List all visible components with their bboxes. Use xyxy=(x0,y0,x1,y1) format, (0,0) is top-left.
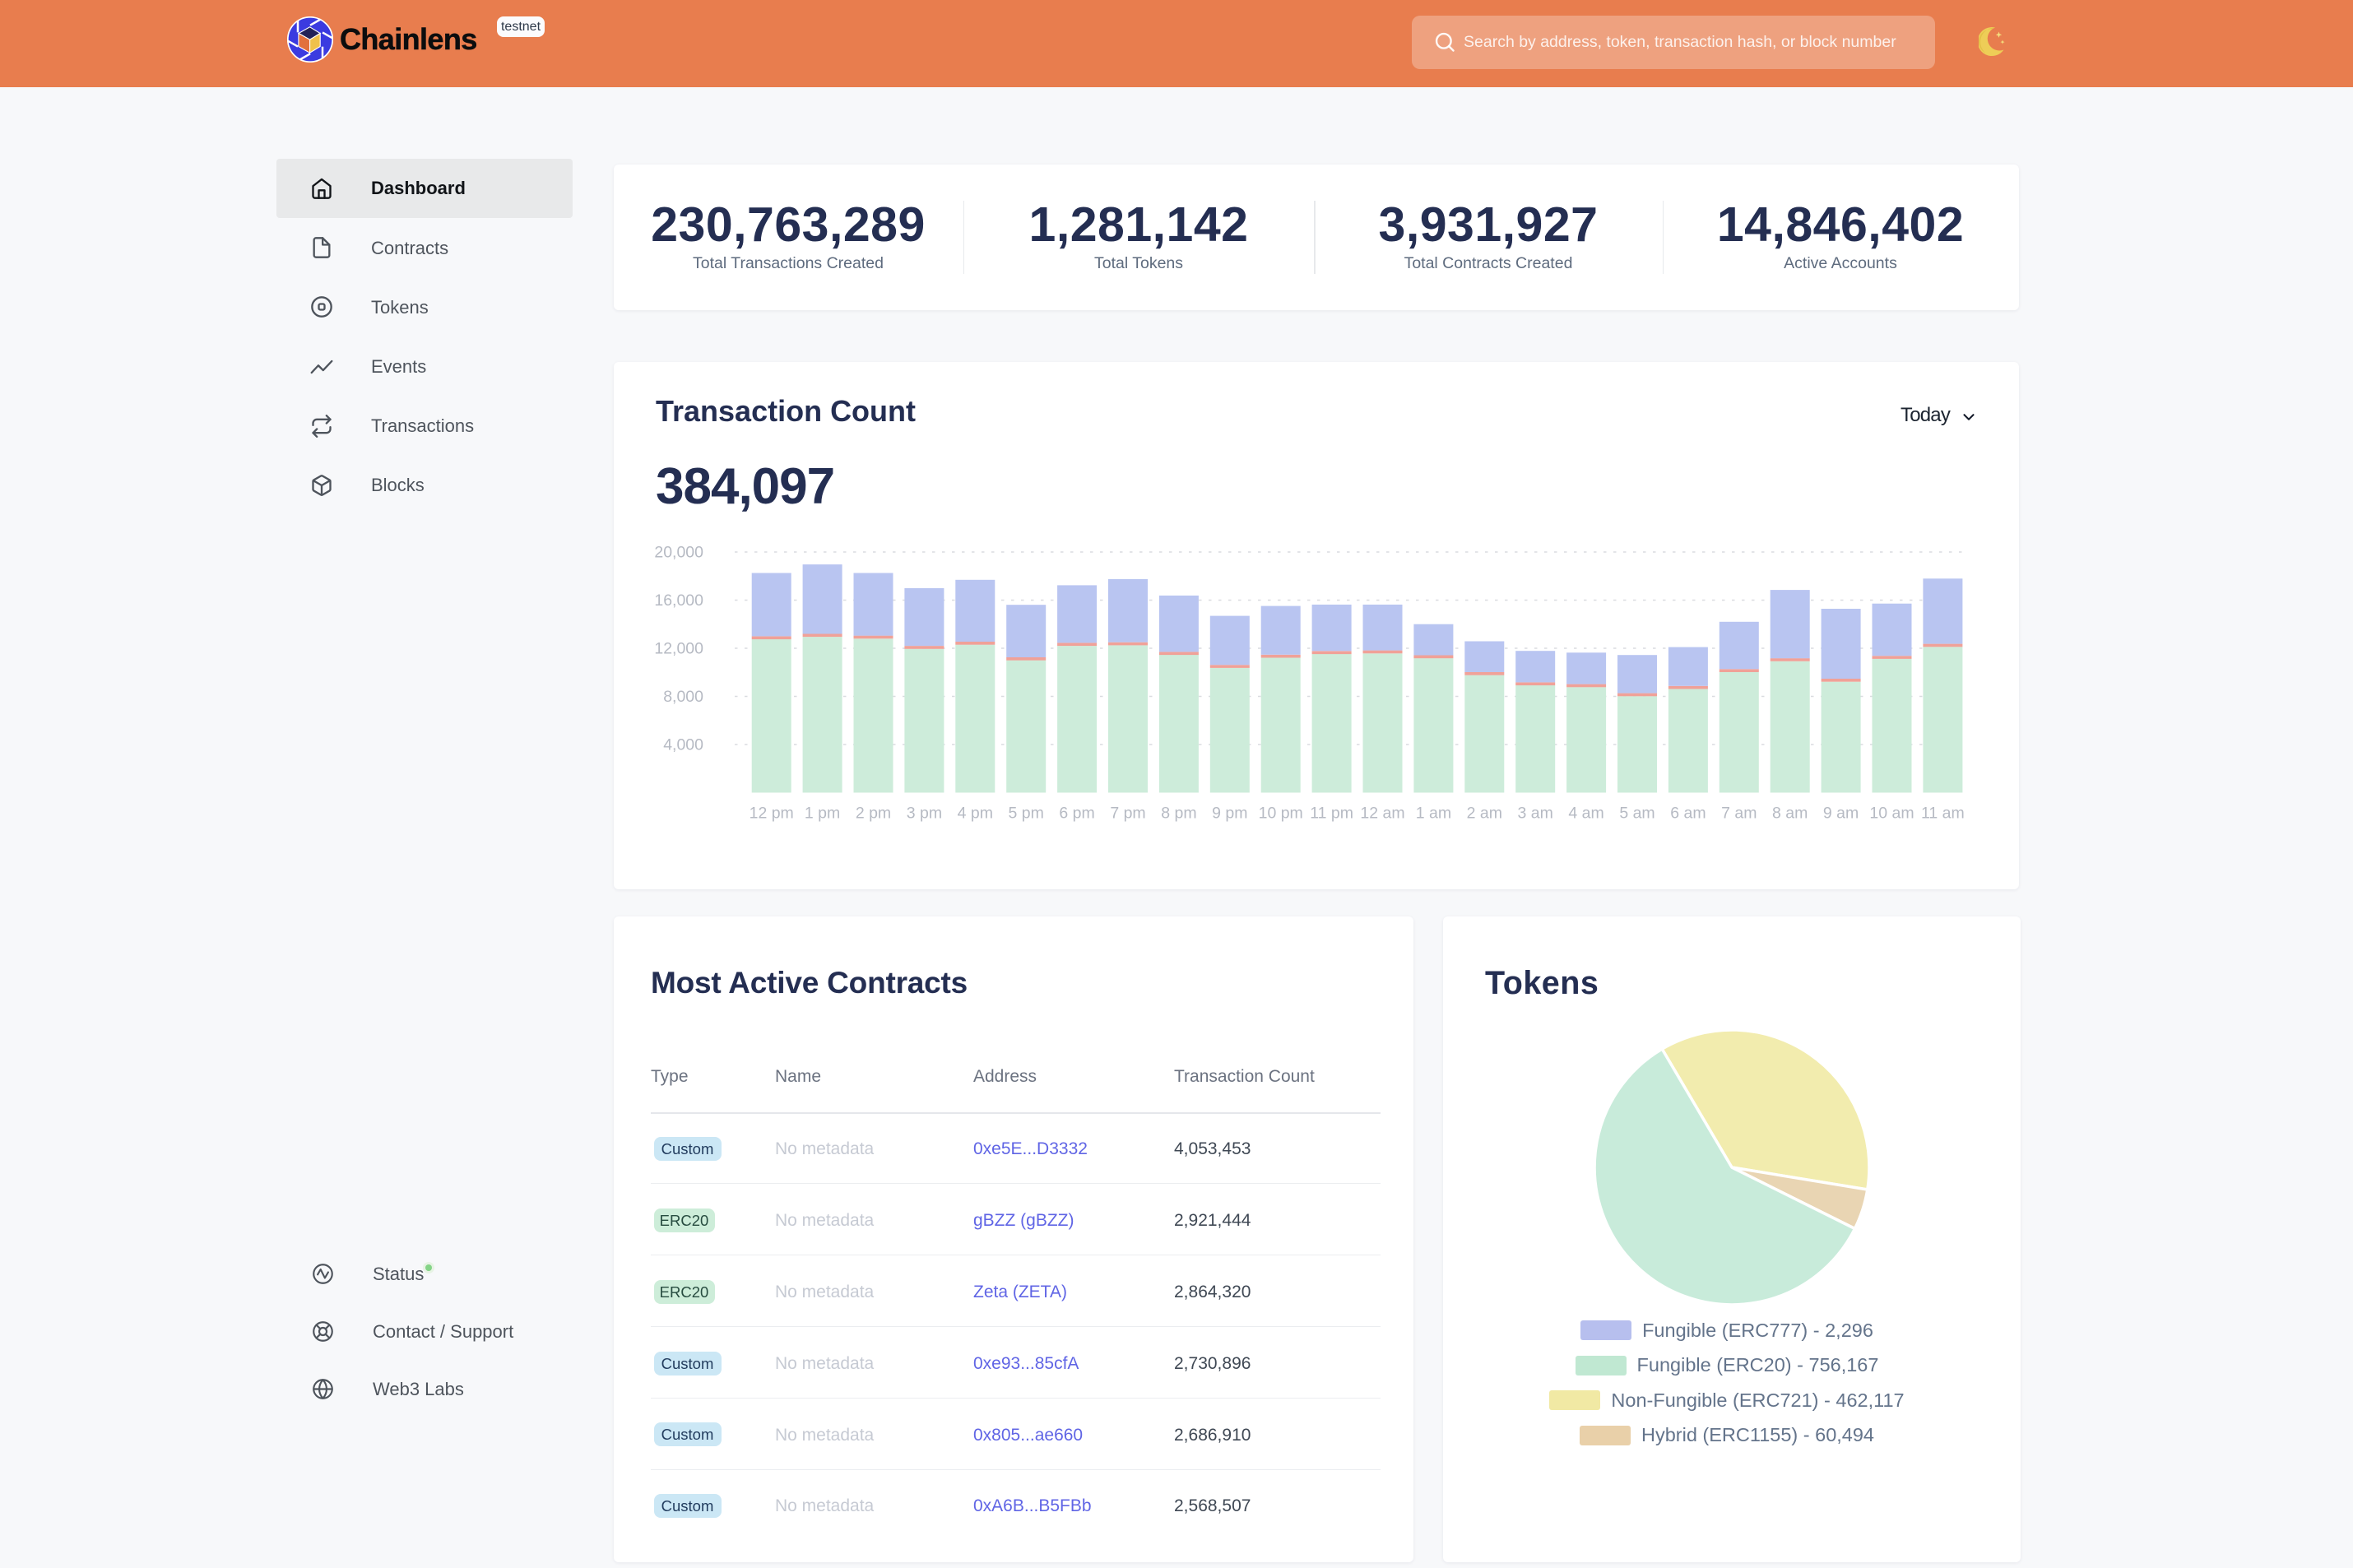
svg-text:3 am: 3 am xyxy=(1518,805,1553,823)
svg-text:8,000: 8,000 xyxy=(663,688,703,706)
svg-text:1 am: 1 am xyxy=(1416,805,1451,823)
svg-text:2 pm: 2 pm xyxy=(856,805,891,823)
svg-text:3 pm: 3 pm xyxy=(907,805,942,823)
svg-text:9 am: 9 am xyxy=(1823,805,1859,823)
svg-text:8 am: 8 am xyxy=(1772,805,1808,823)
svg-text:12 am: 12 am xyxy=(1360,805,1404,823)
svg-text:1 pm: 1 pm xyxy=(805,805,840,823)
svg-text:5 am: 5 am xyxy=(1619,805,1655,823)
svg-text:5 pm: 5 pm xyxy=(1009,805,1044,823)
svg-text:10 pm: 10 pm xyxy=(1259,805,1303,823)
svg-text:6 pm: 6 pm xyxy=(1059,805,1094,823)
svg-text:11 am: 11 am xyxy=(1921,805,1965,823)
svg-text:12,000: 12,000 xyxy=(654,640,703,658)
svg-text:2 am: 2 am xyxy=(1467,805,1502,823)
svg-text:11 pm: 11 pm xyxy=(1310,805,1353,823)
svg-text:7 am: 7 am xyxy=(1721,805,1757,823)
svg-text:4 pm: 4 pm xyxy=(958,805,993,823)
svg-text:6 am: 6 am xyxy=(1670,805,1706,823)
svg-text:8 pm: 8 pm xyxy=(1161,805,1196,823)
svg-text:12 pm: 12 pm xyxy=(750,805,794,823)
svg-text:7 pm: 7 pm xyxy=(1110,805,1145,823)
svg-text:4 am: 4 am xyxy=(1568,805,1603,823)
svg-text:16,000: 16,000 xyxy=(654,591,703,610)
svg-text:20,000: 20,000 xyxy=(654,544,703,562)
svg-text:4,000: 4,000 xyxy=(663,736,703,754)
svg-text:9 pm: 9 pm xyxy=(1212,805,1247,823)
svg-text:10 am: 10 am xyxy=(1869,805,1914,823)
